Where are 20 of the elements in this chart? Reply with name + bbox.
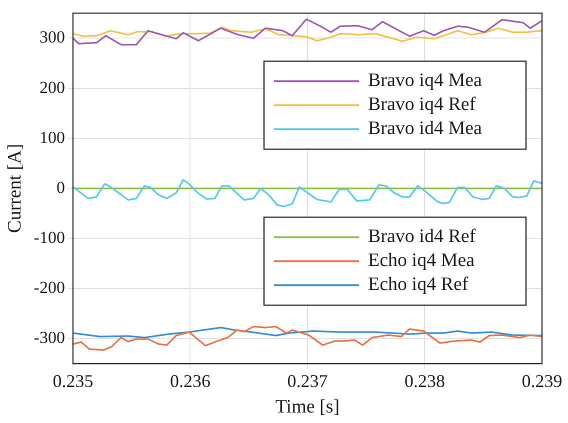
legend-label: Bravo id4 Mea [368, 118, 483, 140]
x-tick-label: 0.239 [522, 371, 562, 392]
y-tick-label: 300 [39, 28, 65, 47]
legend-label: Bravo iq4 Mea [368, 70, 483, 92]
legend-label: Echo iq4 Mea [368, 250, 476, 272]
legend-label: Echo iq4 Ref [368, 274, 469, 296]
y-tick-label: 100 [39, 128, 65, 147]
y-axis-title: Current [A] [4, 144, 26, 233]
legend-label: Bravo id4 Ref [368, 226, 476, 248]
x-tick-label: 0.236 [170, 371, 210, 392]
y-tick-label: -300 [34, 328, 65, 348]
x-tick-label: 0.238 [404, 371, 445, 392]
y-tick-label: -200 [34, 278, 65, 297]
y-tick-label: -100 [34, 228, 65, 247]
x-axis-title: Time [s] [275, 396, 340, 418]
y-tick-label: 200 [39, 78, 65, 97]
legend-label: Bravo iq4 Ref [368, 94, 476, 116]
y-tick-label: 0 [56, 178, 65, 197]
x-tick-label: 0.235 [52, 371, 94, 392]
x-tick-label: 0.237 [287, 371, 328, 392]
